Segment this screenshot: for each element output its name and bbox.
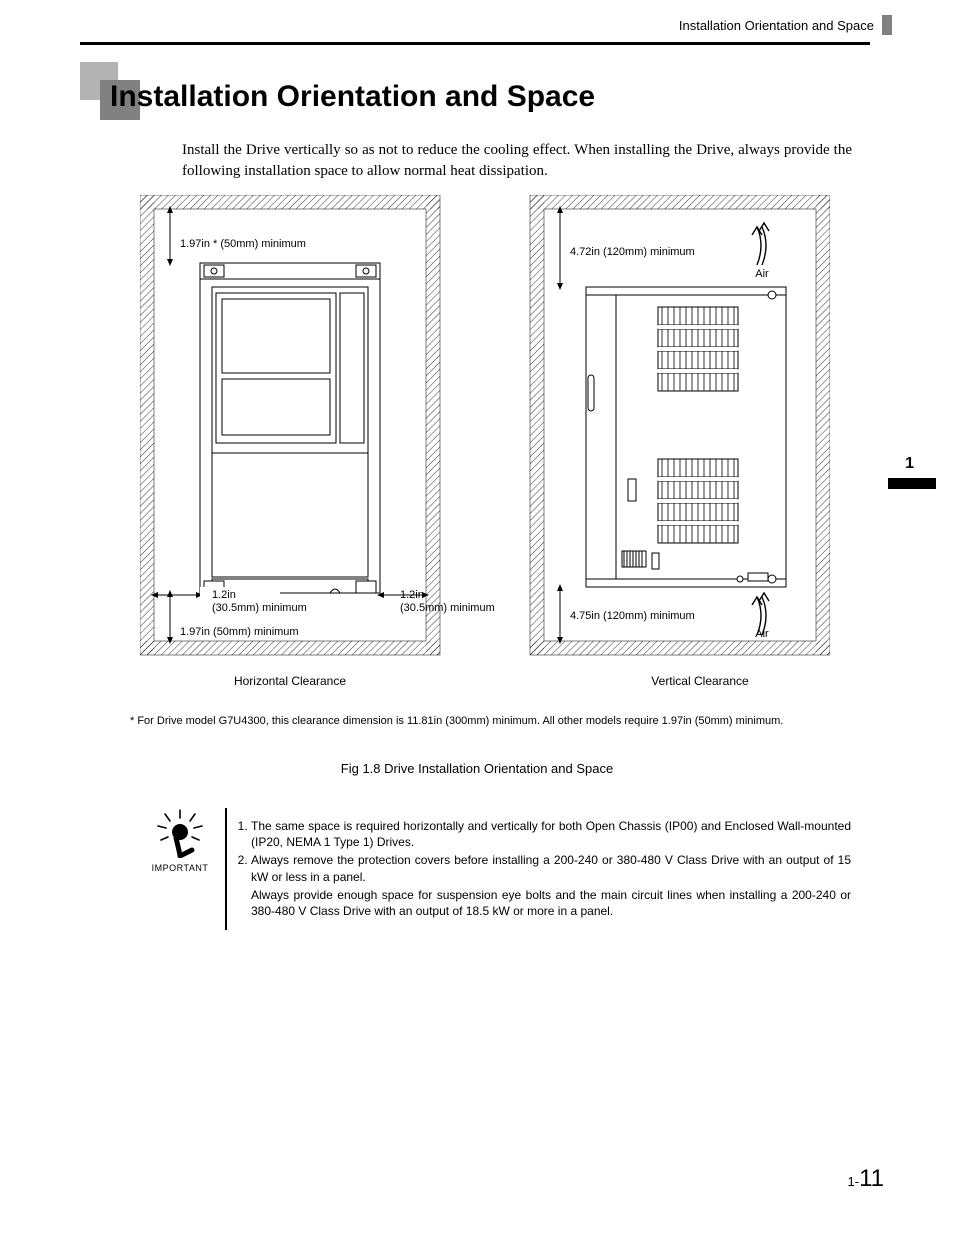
right-side-dim-unit: (30.5mm) minimum — [400, 602, 495, 614]
important-icon — [153, 808, 207, 858]
side-tab-number: 1 — [905, 455, 914, 473]
top-dimension-right: 4.72in (120mm) minimum — [570, 246, 695, 258]
header-rule — [80, 42, 870, 45]
page-number: 1-11 — [848, 1165, 884, 1193]
figure-footnote: * For Drive model G7U4300, this clearanc… — [130, 715, 870, 727]
intro-paragraph: Install the Drive vertically so as not t… — [182, 140, 852, 182]
page-title: Installation Orientation and Space — [110, 80, 595, 114]
side-tab-bar — [888, 478, 936, 489]
important-continuation: Always provide enough space for suspensi… — [235, 887, 851, 919]
header-accent-block — [882, 15, 892, 35]
figure-clearance-diagrams: 1.97in * (50mm) minimum 1.97in (50mm) mi… — [140, 195, 830, 693]
top-dimension-left: 1.97in * (50mm) minimum — [180, 238, 306, 250]
important-item-2: Always remove the protection covers befo… — [251, 852, 851, 884]
air-label-bottom: Air — [755, 628, 769, 640]
page-number-value: 11 — [859, 1165, 884, 1192]
bottom-dimension-left: 1.97in (50mm) minimum — [180, 626, 299, 638]
figure-caption: Fig 1.8 Drive Installation Orientation a… — [0, 761, 954, 776]
important-item-1: The same space is required horizontally … — [251, 818, 851, 850]
running-header-title: Installation Orientation and Space — [679, 18, 874, 33]
right-side-dim-value: 1.2in — [400, 589, 424, 601]
important-label: IMPORTANT — [145, 863, 215, 873]
left-side-dim-value: 1.2in — [212, 589, 236, 601]
page-number-prefix: 1- — [848, 1174, 860, 1189]
important-text: The same space is required horizontally … — [235, 818, 851, 919]
left-panel-label: Horizontal Clearance — [234, 674, 346, 688]
right-panel-label: Vertical Clearance — [651, 674, 749, 688]
important-divider — [225, 808, 227, 930]
left-side-dim-unit: (30.5mm) minimum — [212, 602, 307, 614]
bottom-dimension-right: 4.75in (120mm) minimum — [570, 610, 695, 622]
air-label-top: Air — [755, 268, 769, 280]
